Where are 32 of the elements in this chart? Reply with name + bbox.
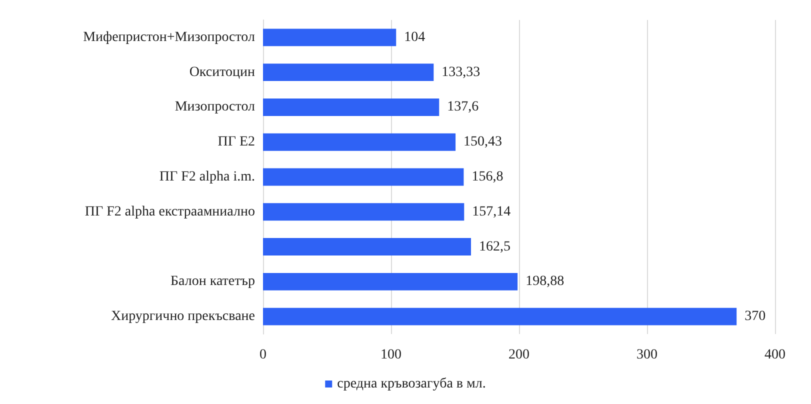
data-label: 370 [744,309,766,324]
y-tick-label: Мизопростол [174,100,256,115]
data-label: 198,88 [526,274,564,290]
y-tick-label: ПГ F2 alpha екстраамниално [84,204,255,220]
y-tick-label: ПГ F2 alpha i.m. [159,170,255,184]
y-tick-label: Окситоцин [189,64,256,80]
y-tick-label: ПГ Е2 [218,134,255,150]
bar [263,28,396,46]
bar [263,203,464,221]
data-label: 157,14 [472,204,511,220]
y-tick-label: Мифепристон+Мизопростол [83,30,255,45]
x-tick-label: 0 [260,348,266,362]
y-tick-label: Балон катетър [170,274,255,290]
data-label: 137,6 [447,100,479,115]
data-label: 133,33 [442,64,480,80]
x-tick-label: 300 [636,348,658,362]
x-tick-label: 400 [764,348,786,362]
bar [263,98,440,116]
data-label: 150,43 [464,134,502,150]
data-label: 162,5 [479,239,510,254]
bar [263,308,737,326]
data-label: 104 [404,30,426,45]
legend-label: средна кръвозагуба в мл. [337,376,486,392]
bar [263,64,434,82]
bar [263,168,464,186]
y-tick-label: Хирургично прекъсване [111,309,255,324]
bar [263,238,471,256]
data-label: 156,8 [472,170,504,184]
x-tick-label: 100 [380,348,402,362]
x-tick-label: 200 [508,348,530,362]
bar [263,272,518,290]
bar [263,133,456,151]
